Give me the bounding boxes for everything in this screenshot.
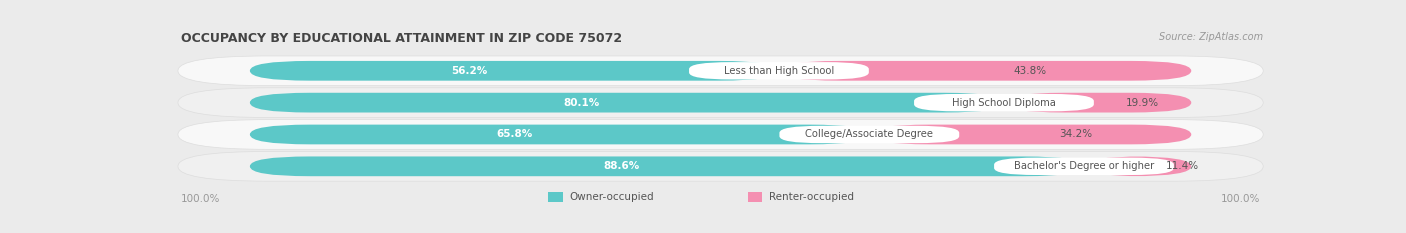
FancyBboxPatch shape [179,56,1263,86]
Text: 11.4%: 11.4% [1166,161,1199,171]
Text: 65.8%: 65.8% [496,130,533,140]
Text: OCCUPANCY BY EDUCATIONAL ATTAINMENT IN ZIP CODE 75072: OCCUPANCY BY EDUCATIONAL ATTAINMENT IN Z… [181,31,623,45]
Text: Owner-occupied: Owner-occupied [569,192,654,202]
Text: High School Diploma: High School Diploma [952,98,1056,108]
FancyBboxPatch shape [1004,93,1191,113]
FancyBboxPatch shape [869,125,1191,144]
FancyBboxPatch shape [179,120,1263,149]
FancyBboxPatch shape [914,94,1094,111]
FancyBboxPatch shape [779,61,1191,81]
Text: 34.2%: 34.2% [1059,130,1092,140]
FancyBboxPatch shape [179,151,1263,181]
Text: Renter-occupied: Renter-occupied [769,192,853,202]
Text: 88.6%: 88.6% [603,161,640,171]
FancyBboxPatch shape [250,93,1004,113]
FancyBboxPatch shape [250,61,779,81]
FancyBboxPatch shape [748,192,762,202]
Text: 43.8%: 43.8% [1014,66,1046,76]
Text: 100.0%: 100.0% [181,194,221,204]
FancyBboxPatch shape [779,126,959,143]
Text: 100.0%: 100.0% [1220,194,1260,204]
FancyBboxPatch shape [1084,156,1191,176]
Text: 56.2%: 56.2% [451,66,488,76]
Text: College/Associate Degree: College/Associate Degree [806,130,934,140]
FancyBboxPatch shape [250,125,869,144]
Text: Source: ZipAtlas.com: Source: ZipAtlas.com [1159,31,1263,41]
Text: 80.1%: 80.1% [564,98,600,108]
FancyBboxPatch shape [250,156,1084,176]
FancyBboxPatch shape [548,192,562,202]
FancyBboxPatch shape [179,88,1263,117]
Text: Bachelor's Degree or higher: Bachelor's Degree or higher [1014,161,1154,171]
FancyBboxPatch shape [689,62,869,79]
Text: Less than High School: Less than High School [724,66,834,76]
Text: 19.9%: 19.9% [1126,98,1159,108]
FancyBboxPatch shape [994,158,1174,175]
